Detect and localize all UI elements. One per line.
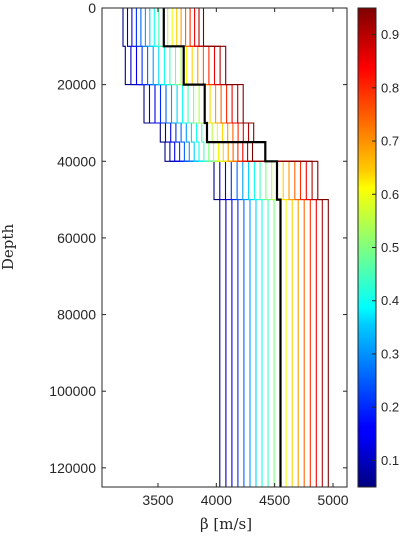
y-tick-label: 0 [88,0,96,16]
colorbar-tick-label: 0.1 [381,453,399,468]
colorbar-tick-label: 0.4 [381,293,399,308]
x-tick-label: 4000 [201,492,232,508]
y-tick-label: 20000 [57,77,96,93]
y-axis-label: Depth [0,224,17,271]
colorbar-tick-label: 0.8 [381,80,399,95]
quantile-profile-line [162,8,275,487]
quantile-profile-line [202,8,329,487]
colorbar-tick-label: 0.9 [381,27,399,42]
y-tick-label: 80000 [57,307,96,323]
x-tick-label: 3500 [142,492,173,508]
colorbar-tick-label: 0.7 [381,134,399,149]
quantile-profile-line [153,8,263,487]
reference-profile-line [162,8,282,487]
quantile-profile-line [149,8,257,487]
plot-area [122,8,329,487]
colorbar-tick-label: 0.2 [381,400,399,415]
x-tick-label: 5000 [317,492,348,508]
colorbar-tick-label: 0.3 [381,346,399,361]
quantile-profile-line [171,8,287,487]
quantile-profile-line [198,8,323,487]
x-tick-label: 4500 [259,492,290,508]
quantile-profile-line [167,8,281,487]
colorbar-tick-label: 0.5 [381,240,399,255]
axes: 0 20000 40000 60000 80000 100000 120000 3500 400… [49,0,348,508]
y-tick-label: 60000 [57,230,96,246]
quantile-profile-line [194,8,317,487]
colorbar-tick-label: 0.6 [381,187,399,202]
quantile-profile-line [189,8,311,487]
quantile-profile-line [122,8,221,487]
quantile-profile-line [126,8,227,487]
colorbar: 0.1 0.2 0.3 0.4 0.5 0.6 0.7 0.8 0.9 [357,7,399,488]
quantile-profile-line [158,8,269,487]
x-axis-label: β [m/s] [200,515,252,533]
y-tick-label: 120000 [49,460,96,476]
quantile-profile-line [185,8,305,487]
y-tick-label: 100000 [49,383,96,399]
quantile-profile-line [176,8,293,487]
quantile-profile-line [140,8,245,487]
quantile-profile-line [144,8,251,487]
axes-frame [101,7,348,488]
quantile-profile-line [135,8,239,487]
quantile-profile-line [131,8,233,487]
quantile-profile-line [180,8,299,487]
y-tick-label: 40000 [57,153,96,169]
